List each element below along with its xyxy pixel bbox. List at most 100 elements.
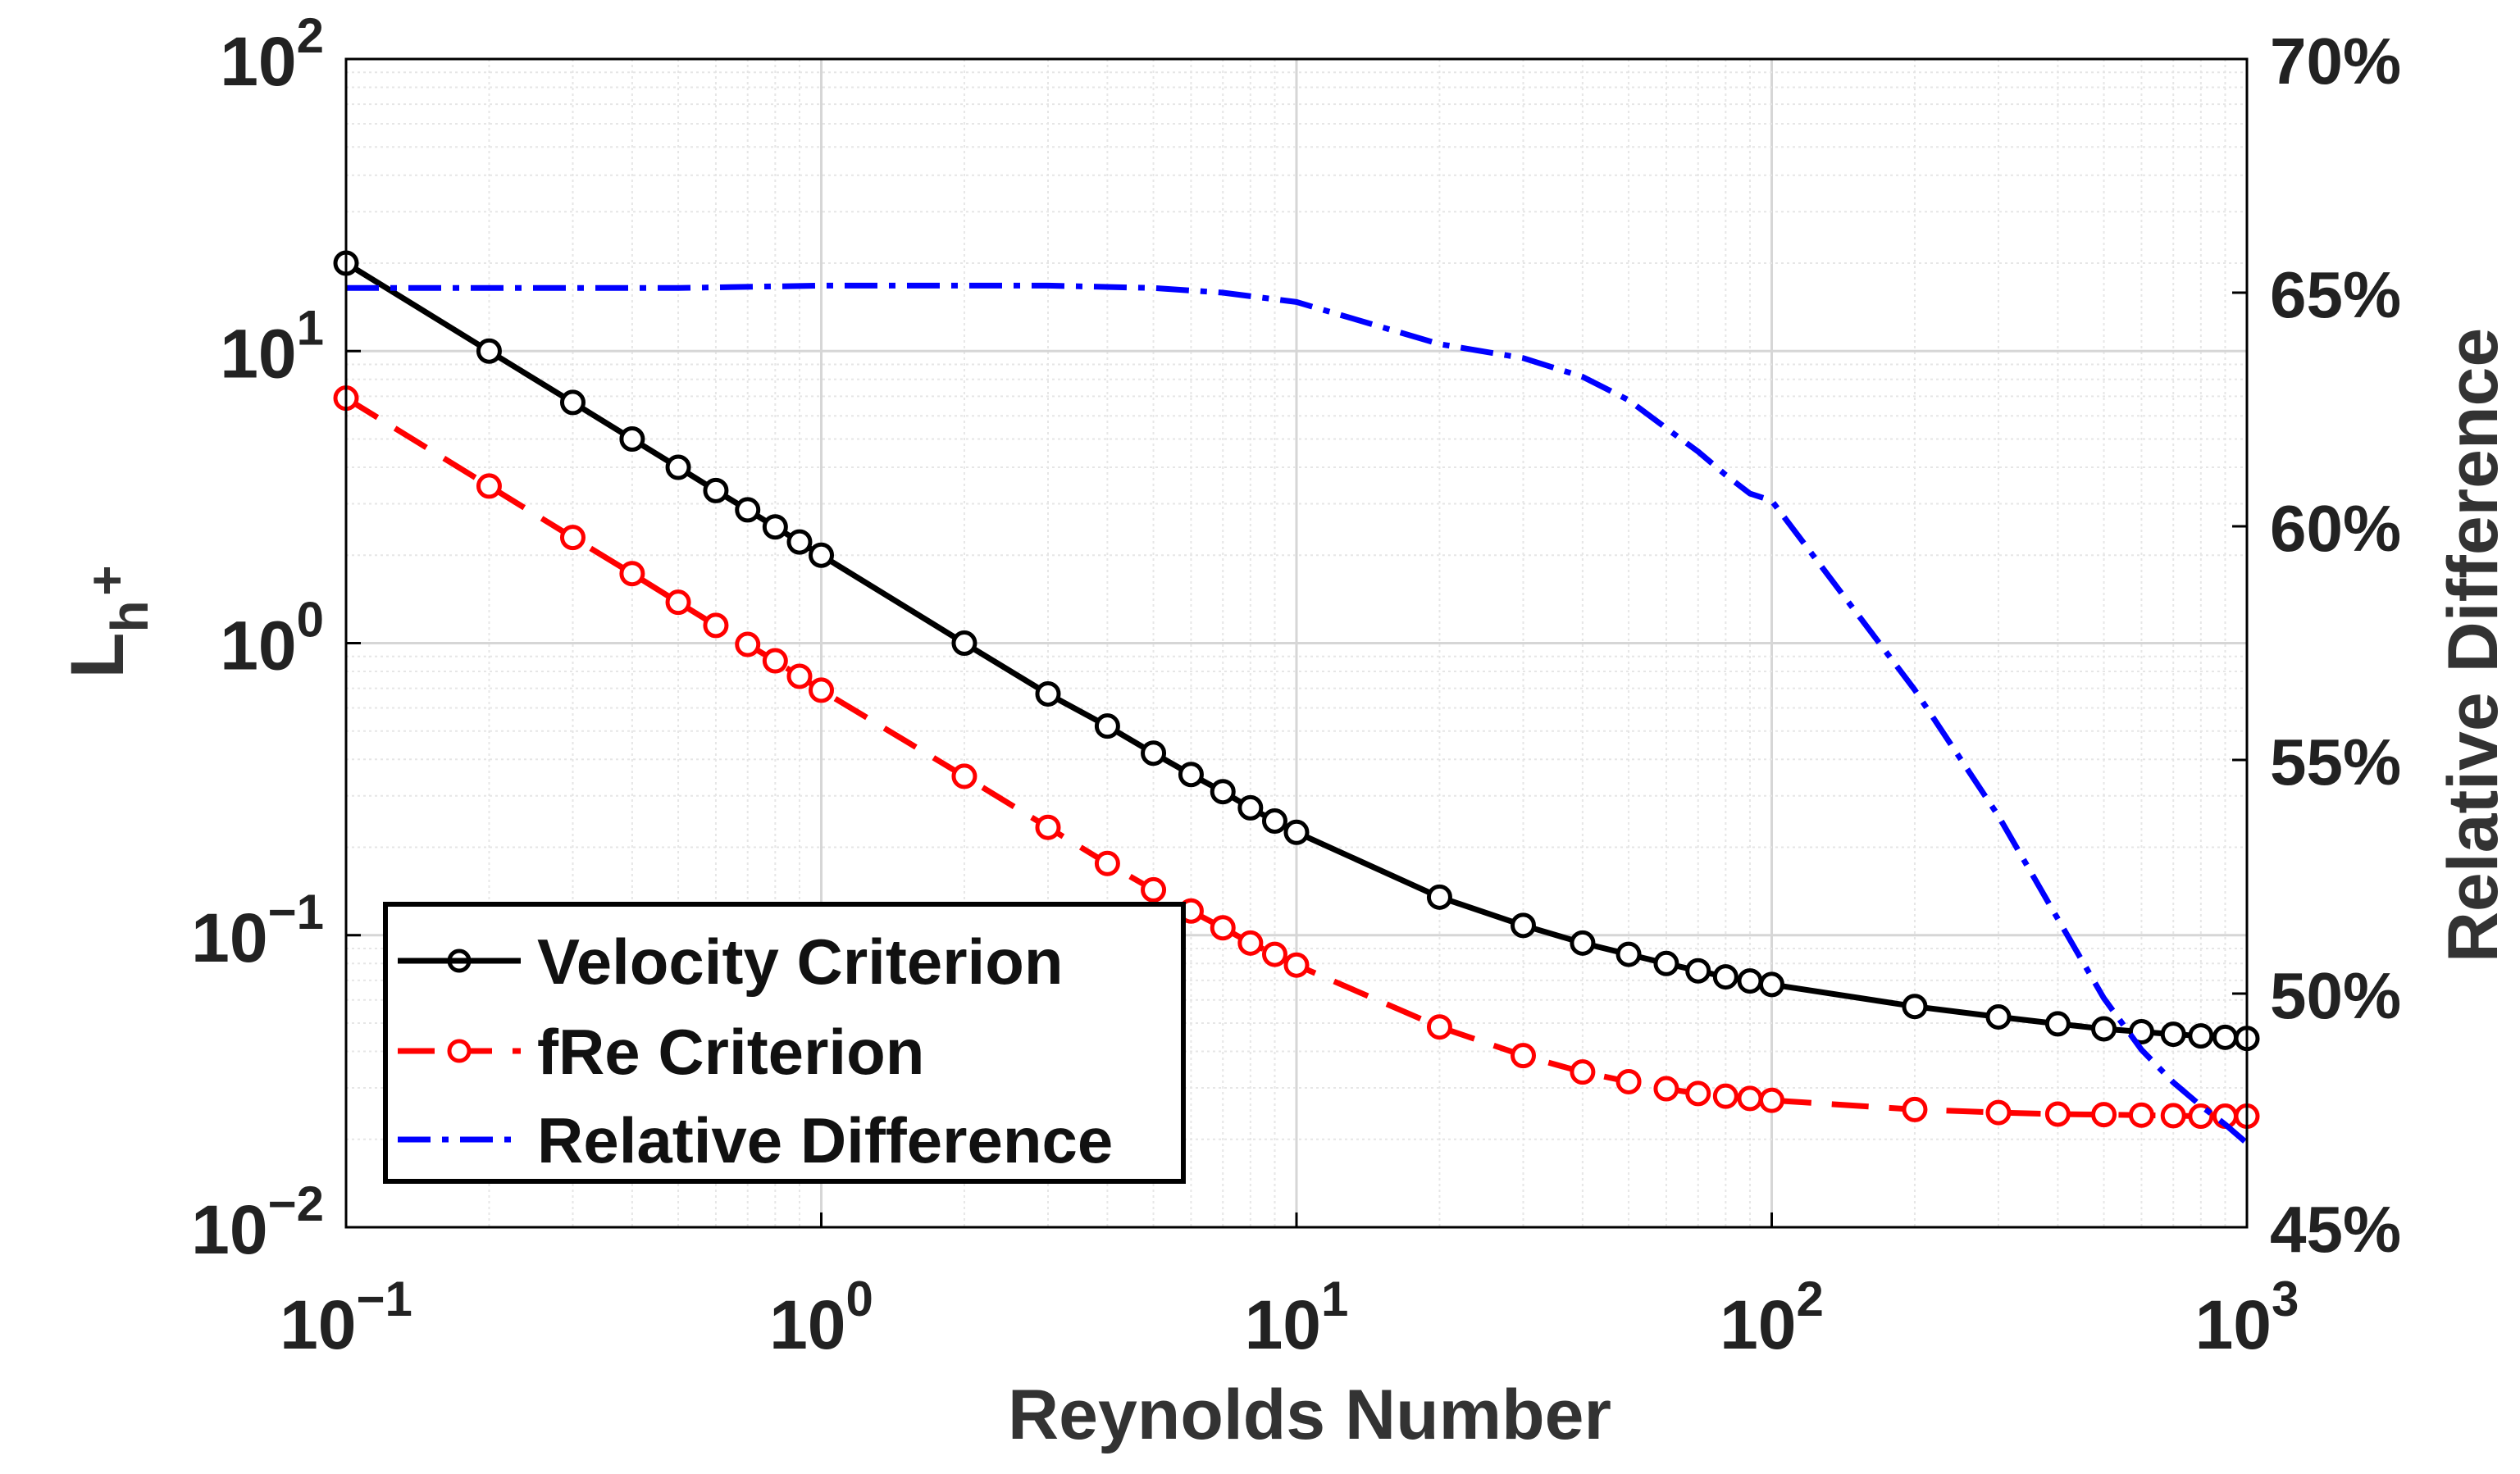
series-1-point [1902,1096,1928,1122]
x-axis-label: Reynolds Number [1008,1376,1611,1454]
y2-tick-label: 50% [2270,959,2401,1032]
series-1-point [809,677,834,703]
series-0-point [735,497,761,523]
series-1-point [1210,915,1236,941]
series-0-point [1426,884,1452,910]
series-0-point [1685,958,1711,984]
legend: Velocity Criterion fRe Criterion Relativ… [383,902,1186,1184]
series-0-point [2188,1023,2214,1049]
series-0-point [786,529,813,555]
series-0-point [1615,941,1642,967]
series-0-point [1094,713,1120,739]
y2-tick-label: 55% [2270,726,2401,798]
series-0-point [2044,1011,2071,1037]
series-0-point [762,514,788,540]
series-1-point [1759,1087,1784,1113]
series-1-point [951,763,977,789]
series-0-point [1759,971,1784,998]
y-axis-label-base: L [56,632,139,678]
legend-box [383,902,1186,1184]
y-axis-label-sub: h [100,600,159,632]
series-0-point [951,630,977,656]
y-axis-label-sup: + [77,565,136,595]
legend-marker-fre [447,1039,472,1063]
series-0-point [809,542,834,568]
legend-label-velocity: Velocity Criterion [537,926,1064,998]
series-1-point [762,648,788,674]
y-tick-label: 10−2 [191,1176,324,1268]
series-1-point [2091,1102,2117,1128]
series-1-point [619,561,645,587]
ticks-layer: 10−1 100 101 102 10310−210−110010110245%50%5… [191,8,2401,1363]
series-0-point [559,389,586,416]
series-1-point [1685,1080,1711,1107]
x-tick-label: 103 [2195,1272,2299,1363]
x-tick-label: 102 [1720,1272,1824,1363]
series-0-point [1178,762,1204,788]
series-0-point [2212,1024,2238,1050]
legend-label-fre: fRe Criterion [537,1016,924,1088]
series-0-point [1283,819,1310,845]
series-0-point [1737,968,1763,994]
series-0-point [1237,794,1264,821]
series-1-point [1712,1083,1738,1109]
series-0-point [619,425,645,452]
series-1-point [1570,1059,1596,1085]
series-0-point [1510,912,1536,939]
series-0-point [1210,779,1236,805]
y2-axis-label: Relative Difference [2434,328,2513,962]
x-tick-label: 10−1 [280,1272,412,1363]
y2-tick-label: 45% [2270,1193,2401,1266]
series-0-point [1985,1003,2012,1030]
series-0-point [2128,1019,2154,1045]
series-0-point [1570,930,1596,956]
y-axis-label: Lh [56,600,159,678]
y2-tick-label: 70% [2270,25,2401,98]
series-1-point [476,473,502,499]
series-1-point [1737,1085,1763,1112]
series-0-point [476,338,502,364]
series-1-point [735,631,761,657]
series-0-point [703,477,729,503]
series-1-point [1094,850,1120,876]
series-1-point [2044,1101,2071,1127]
series-layer [333,250,2260,1146]
y-tick-label: 101 [220,300,324,392]
y-tick-label: 10−1 [191,885,324,976]
series-1-point [1426,1014,1452,1040]
x-tick-label: 100 [769,1272,873,1363]
series-0-point [2091,1016,2117,1042]
series-0-point [1261,808,1287,834]
series-1-point [1985,1099,2012,1126]
series-0-point [1712,964,1738,990]
series-line-2 [346,282,2249,1146]
series-1-point [1283,952,1310,978]
y2-tick-label: 65% [2270,258,2401,331]
series-1-point [559,525,586,551]
y-tick-label: 102 [220,8,324,100]
series-1-point [1035,814,1061,840]
series-1-point [1141,876,1167,903]
series-1-point [2160,1103,2186,1129]
series-0-point [1141,740,1167,767]
x-tick-label: 101 [1245,1272,1349,1363]
series-0-point [1035,680,1061,707]
series-0-point [1902,994,1928,1020]
series-1-point [665,589,691,616]
series-1-point [1237,930,1264,956]
series-0-point [665,454,691,480]
series-1-point [2128,1102,2154,1128]
y2-tick-label: 60% [2270,492,2401,565]
series-0-point [2160,1021,2186,1048]
series-1-point [1653,1076,1679,1102]
series-1-point [1510,1043,1536,1069]
series-1-point [1615,1068,1642,1094]
legend-marker-velocity [447,949,472,973]
y-tick-label: 100 [220,593,324,685]
series-1-point [786,663,813,689]
series-0-point [1653,950,1679,976]
legend-label-reldiff: Relative Difference [537,1104,1113,1176]
series-1-point [1261,941,1287,967]
series-1-point [703,612,729,639]
